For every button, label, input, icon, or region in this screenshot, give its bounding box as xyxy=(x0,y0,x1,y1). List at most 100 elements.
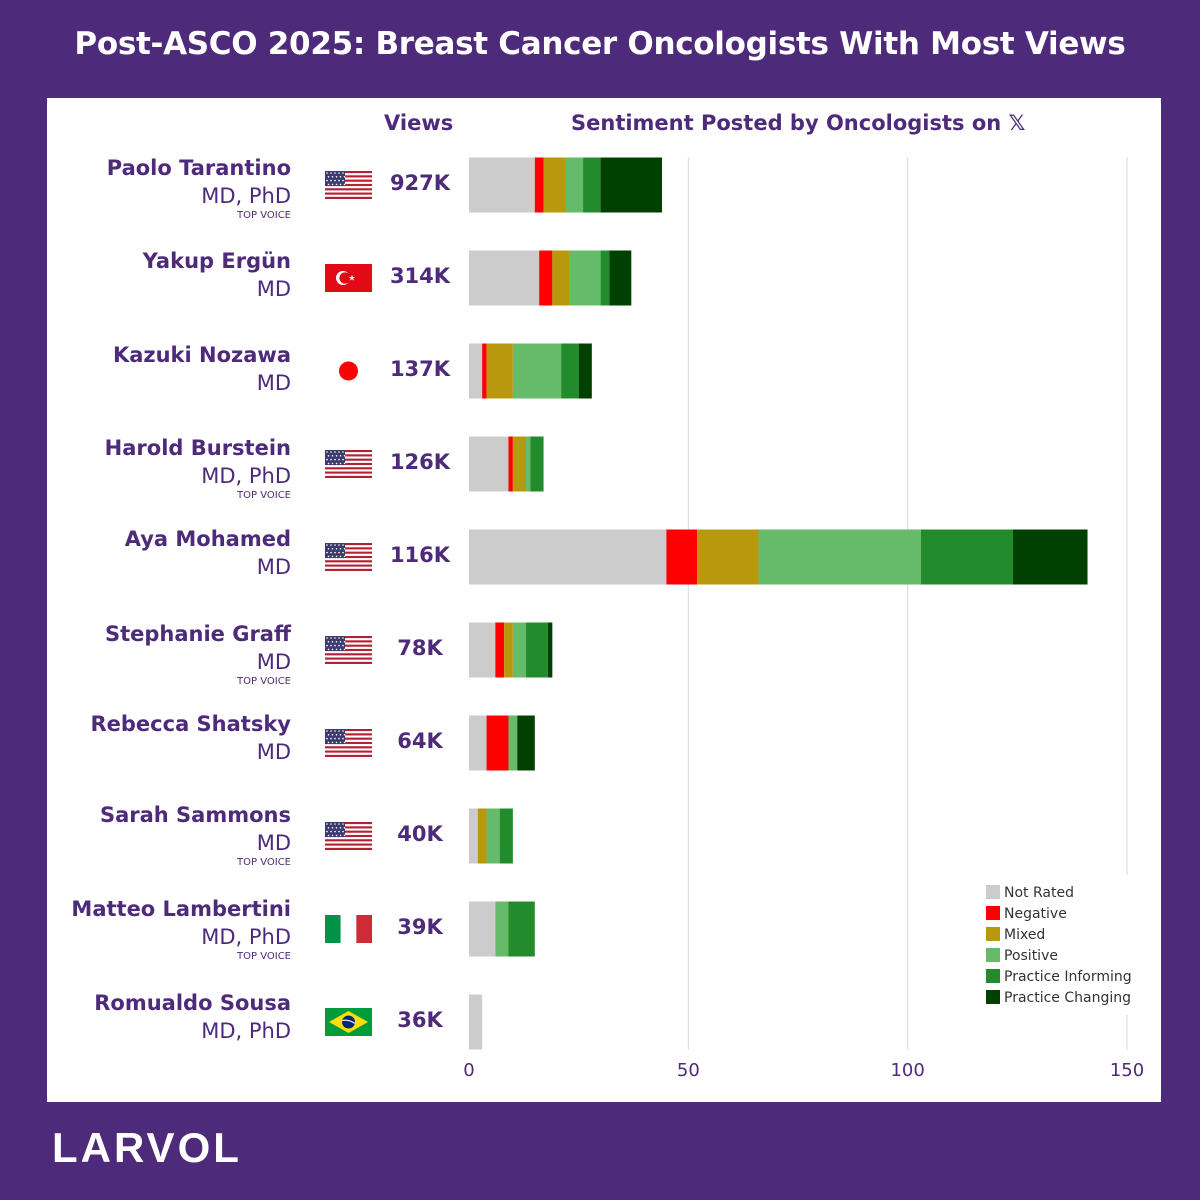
bar-segment xyxy=(512,343,562,399)
bar-segment xyxy=(530,436,544,492)
legend-background xyxy=(978,875,1148,1015)
oncologist-name: Harold Burstein xyxy=(104,436,291,460)
bar-segment xyxy=(486,343,513,399)
sentiment-header-text: Sentiment Posted by Oncologists on xyxy=(571,111,1002,135)
us-flag-icon xyxy=(325,822,372,850)
top-voice-badge: TOP VOICE xyxy=(237,857,291,868)
bar-segment xyxy=(666,529,698,585)
us-flag-icon xyxy=(325,450,372,478)
view-count: 314K xyxy=(389,264,451,288)
oncologist-name: Kazuki Nozawa xyxy=(112,343,291,367)
bar-segment xyxy=(469,157,535,213)
view-count: 64K xyxy=(397,729,443,753)
sentiment-header: Sentiment Posted by Oncologists on 𝕏 xyxy=(571,111,1025,135)
top-voice-badge: TOP VOICE xyxy=(237,951,291,962)
bar-segment xyxy=(697,529,759,585)
bar-segment xyxy=(477,808,487,864)
oncologist-credentials: MD, PhD xyxy=(201,184,291,208)
bar-segment xyxy=(469,529,667,585)
bar-segment xyxy=(469,622,496,678)
bar-segment xyxy=(499,808,513,864)
bar-segment xyxy=(495,901,509,957)
legend-label: Positive xyxy=(1004,948,1058,964)
bar-segment xyxy=(508,901,535,957)
bar-segment xyxy=(469,808,478,864)
bar-segment xyxy=(508,436,513,492)
bar-segment xyxy=(469,715,487,771)
oncologist-name: Rebecca Shatsky xyxy=(90,712,291,736)
legend-swatch xyxy=(986,948,1000,962)
bar-segment xyxy=(495,622,505,678)
bar-segment xyxy=(508,715,518,771)
oncologist-name: Romualdo Sousa xyxy=(94,991,291,1015)
oncologist-name: Stephanie Graff xyxy=(104,622,291,646)
japan-flag-icon xyxy=(339,361,358,381)
us-flag-icon xyxy=(325,636,372,664)
x-tick-label: 150 xyxy=(1110,1060,1144,1081)
bar-segment xyxy=(512,622,527,678)
bar-segment xyxy=(526,622,548,678)
bar-segment xyxy=(569,250,601,306)
bar-segment xyxy=(512,436,527,492)
top-voice-badge: TOP VOICE xyxy=(237,490,291,501)
bar-segment xyxy=(561,343,579,399)
bar-segment xyxy=(526,436,531,492)
oncologist-name: Matteo Lambertini xyxy=(71,897,291,921)
oncologist-name: Paolo Tarantino xyxy=(106,156,291,180)
oncologist-credentials: MD, PhD xyxy=(201,1019,291,1043)
us-flag-icon xyxy=(325,729,372,757)
italy-flag-icon xyxy=(325,915,372,943)
bar-segment xyxy=(469,901,496,957)
view-count: 36K xyxy=(397,1008,443,1032)
bar-segment xyxy=(486,808,500,864)
legend-swatch xyxy=(986,885,1000,899)
legend-label: Practice Informing xyxy=(1004,969,1132,985)
x-logo-icon: 𝕏 xyxy=(1008,111,1026,135)
oncologist-credentials: MD xyxy=(256,650,291,674)
oncologist-credentials: MD xyxy=(256,740,291,764)
bar-segment xyxy=(517,715,535,771)
view-count: 40K xyxy=(397,822,443,846)
bar-segment xyxy=(469,994,483,1050)
bar-segment xyxy=(1012,529,1088,585)
bar-segment xyxy=(578,343,592,399)
oncologist-credentials: MD xyxy=(256,831,291,855)
bar-segment xyxy=(600,157,663,213)
bar-segment xyxy=(920,529,1013,585)
view-count: 39K xyxy=(397,915,443,939)
oncologist-credentials: MD xyxy=(256,371,291,395)
oncologist-credentials: MD xyxy=(256,277,291,301)
oncologist-credentials: MD, PhD xyxy=(201,925,291,949)
oncologist-credentials: MD xyxy=(256,555,291,579)
top-voice-badge: TOP VOICE xyxy=(237,210,291,221)
bar-segment xyxy=(539,250,553,306)
bar-segment xyxy=(504,622,513,678)
views-header: Views xyxy=(384,111,454,135)
view-count: 78K xyxy=(397,636,443,660)
brazil-flag-icon xyxy=(325,1008,372,1036)
legend-swatch xyxy=(986,969,1000,983)
view-count: 126K xyxy=(389,450,451,474)
legend-swatch xyxy=(986,927,1000,941)
x-tick-label: 50 xyxy=(677,1060,700,1081)
us-flag-icon xyxy=(325,171,372,199)
legend-label: Practice Changing xyxy=(1004,990,1131,1006)
turkey-flag-icon xyxy=(325,264,372,292)
us-flag-icon xyxy=(325,543,372,571)
x-tick-label: 100 xyxy=(890,1060,924,1081)
bar-segment xyxy=(552,250,570,306)
bar-segment xyxy=(583,157,601,213)
bar-segment xyxy=(543,157,566,213)
legend-label: Not Rated xyxy=(1004,885,1074,901)
legend-label: Mixed xyxy=(1004,927,1045,943)
page-title: Post-ASCO 2025: Breast Cancer Oncologist… xyxy=(74,26,1126,62)
bar-segment xyxy=(758,529,921,585)
top-voice-badge: TOP VOICE xyxy=(237,676,291,687)
bar-segment xyxy=(469,343,483,399)
bar-segment xyxy=(609,250,632,306)
larvol-logo: LARVOL xyxy=(52,1124,242,1171)
oncologist-credentials: MD, PhD xyxy=(201,464,291,488)
oncologist-name: Sarah Sammons xyxy=(99,803,291,827)
bar-segment xyxy=(565,157,584,213)
